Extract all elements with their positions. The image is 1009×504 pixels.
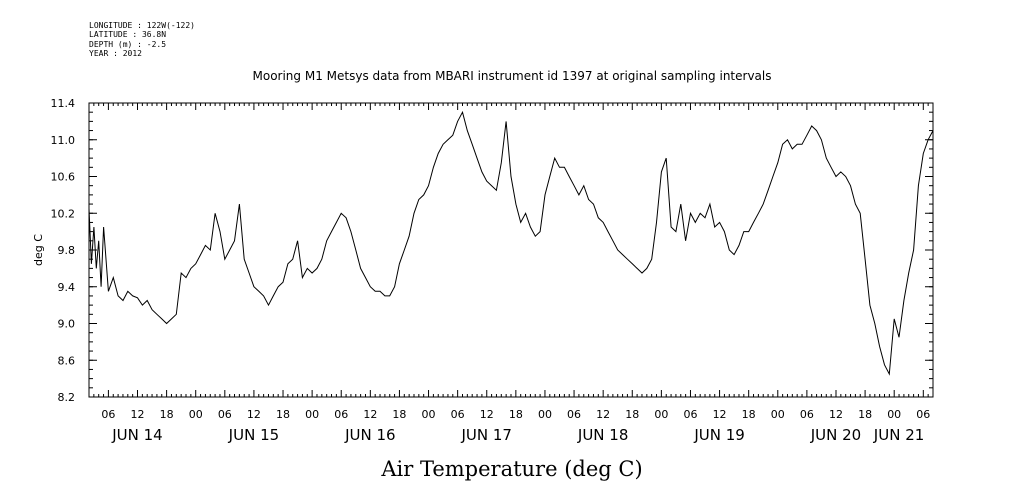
- y-tick-label: 8.6: [58, 354, 76, 367]
- x-hour-tick-label: 18: [276, 408, 290, 421]
- chart-title: Mooring M1 Metsys data from MBARI instru…: [253, 69, 772, 83]
- x-day-label: JUN 20: [810, 426, 861, 444]
- y-tick-label: 9.0: [58, 318, 76, 331]
- x-day-label: JUN 18: [577, 426, 628, 444]
- axes-group: 06 12 18 00 06 12 18 00 06 12 18 00 06 12 18 00 06 12 18 00…: [51, 97, 934, 444]
- x-hour-tick-label: 12: [247, 408, 261, 421]
- metadata-block: LONGITUDE : 122W(-122) LATITUDE : 36.8N …: [89, 21, 195, 58]
- x-hour-tick-label: 18: [625, 408, 639, 421]
- x-hour-tick-label: 18: [858, 408, 872, 421]
- x-hour-tick-label: 00: [305, 408, 319, 421]
- x-hour-tick-label: 06: [334, 408, 348, 421]
- x-axis-title: Air Temperature (deg C): [380, 457, 642, 481]
- year-text: YEAR : 2012: [89, 48, 142, 58]
- x-day-label: JUN 16: [344, 426, 395, 444]
- x-hour-tick-label: 12: [713, 408, 727, 421]
- x-hour-tick-label: 06: [101, 408, 115, 421]
- temperature-series-line: [88, 110, 934, 376]
- y-tick-label: 10.6: [51, 171, 76, 184]
- y-tick-label: 11.0: [51, 134, 76, 147]
- x-day-label: JUN 15: [228, 426, 279, 444]
- y-tick-label: 8.2: [58, 391, 76, 404]
- x-hour-tick-label: 18: [392, 408, 406, 421]
- y-tick-label: 10.2: [51, 207, 76, 220]
- x-hour-tick-label: 06: [218, 408, 232, 421]
- x-day-label: JUN 17: [461, 426, 512, 444]
- x-hour-tick-label: 06: [451, 408, 465, 421]
- latitude-text: LATITUDE : 36.8N: [89, 30, 167, 40]
- x-day-label: JUN 21: [873, 426, 924, 444]
- plot-frame: [88, 102, 934, 398]
- x-day-label: JUN 14: [111, 426, 162, 444]
- x-day-label: JUN 19: [693, 426, 744, 444]
- x-hour-tick-label: 06: [567, 408, 581, 421]
- x-hour-tick-label: 12: [829, 408, 843, 421]
- x-hour-tick-label: 06: [916, 408, 930, 421]
- depth-text: DEPTH (m) : -2.5: [89, 39, 167, 49]
- y-tick-label: 11.4: [51, 97, 76, 110]
- y-tick-label: 9.4: [58, 281, 76, 294]
- x-hour-tick-label: 18: [509, 408, 523, 421]
- x-hour-tick-label: 00: [887, 408, 901, 421]
- x-hour-tick-label: 18: [742, 408, 756, 421]
- x-hour-tick-label: 06: [800, 408, 814, 421]
- x-hour-tick-label: 12: [363, 408, 377, 421]
- x-hour-tick-label: 12: [480, 408, 494, 421]
- x-hour-tick-label: 00: [771, 408, 785, 421]
- x-hour-tick-label: 00: [189, 408, 203, 421]
- x-hour-tick-label: 00: [654, 408, 668, 421]
- x-hour-tick-label: 06: [683, 408, 697, 421]
- x-hour-tick-label: 00: [538, 408, 552, 421]
- y-axis-title: deg C: [32, 234, 45, 266]
- x-hour-tick-label: 12: [596, 408, 610, 421]
- x-hour-tick-label: 12: [131, 408, 145, 421]
- x-hour-tick-label: 18: [160, 408, 174, 421]
- longitude-text: LONGITUDE : 122W(-122): [89, 21, 195, 30]
- y-tick-label: 9.8: [58, 244, 76, 257]
- x-hour-tick-label: 00: [422, 408, 436, 421]
